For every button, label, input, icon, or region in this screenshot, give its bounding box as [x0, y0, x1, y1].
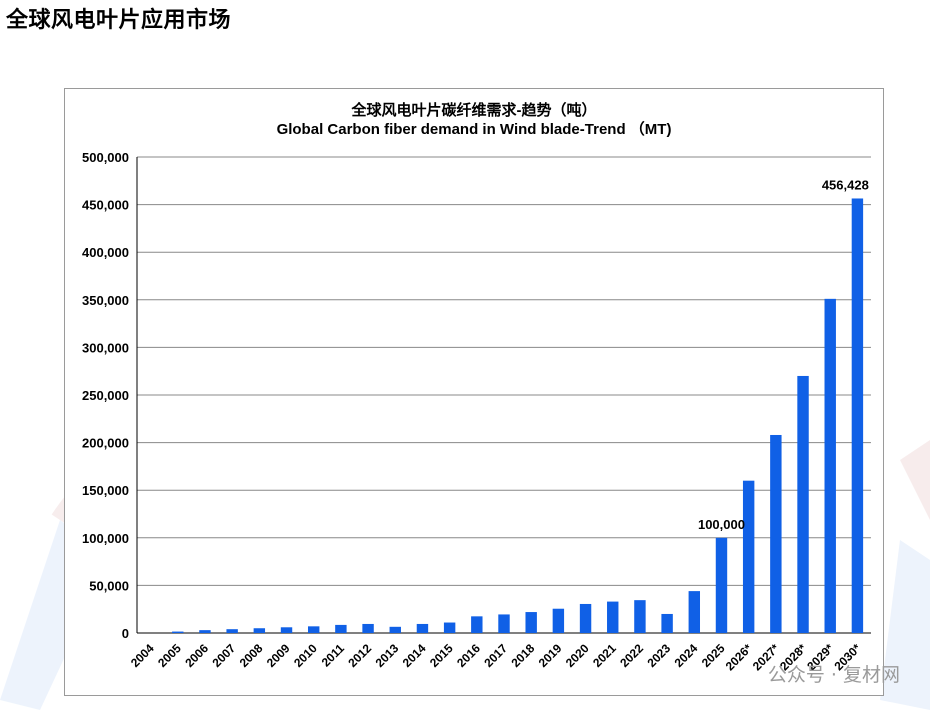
x-tick-label: 2015 — [427, 641, 456, 670]
bar-2016 — [471, 616, 483, 633]
bar-chart: 0 50,000 100,000 150,000 200,000 250,000 300,0… — [82, 150, 871, 673]
bar-2006 — [199, 630, 211, 633]
chart-title: 全球风电叶片碳纤维需求-趋势（吨） — [351, 102, 597, 119]
bar-2017 — [498, 614, 510, 633]
x-tick-label: 2004 — [128, 641, 157, 670]
bar-2010 — [307, 626, 320, 633]
x-tick-label: 2025 — [699, 641, 728, 670]
x-tick-label: 2016 — [454, 641, 483, 670]
x-tick-label: 2006 — [182, 641, 211, 670]
x-tick-label: 2012 — [345, 641, 374, 670]
chart-frame: 全球风电叶片碳纤维需求-趋势（吨） Global Carbon fiber de… — [64, 88, 884, 696]
x-tick-label: 2019 — [536, 641, 565, 670]
x-tick-label: 2009 — [264, 641, 293, 670]
x-tick-label: 2018 — [509, 641, 538, 670]
bar-2025 — [715, 537, 728, 633]
bar-2009 — [280, 627, 293, 633]
bar-2026-projected — [742, 480, 755, 633]
bar-2022 — [634, 600, 646, 633]
data-label: 100,000 — [698, 517, 745, 532]
bar-2030-projected — [851, 198, 864, 634]
x-tick-label: 2026* — [723, 641, 755, 673]
x-tick-label: 2023 — [644, 641, 673, 670]
x-tick-label: 2014 — [400, 641, 429, 670]
bar-2008 — [253, 628, 266, 633]
x-tick-label: 2005 — [155, 641, 184, 670]
bar-2029-projected — [824, 298, 836, 633]
bar-2013 — [389, 626, 401, 633]
bar-2023 — [661, 613, 673, 633]
x-tick-label: 2013 — [373, 641, 402, 670]
y-tick-label: 250,000 — [82, 388, 129, 403]
x-tick-label: 2008 — [237, 641, 266, 670]
y-tick-label: 400,000 — [82, 245, 129, 260]
bar-2007 — [226, 629, 238, 633]
x-tick-label: 2017 — [481, 641, 510, 670]
bar-2018 — [525, 612, 537, 633]
bar-2020 — [579, 603, 592, 633]
y-tick-label: 100,000 — [82, 531, 129, 546]
bar-2024 — [688, 591, 701, 633]
bar-2014 — [416, 623, 429, 633]
bar-2028-projected — [797, 375, 809, 633]
x-tick-label: 2010 — [291, 641, 320, 670]
data-label: 456,428 — [822, 177, 869, 192]
x-tick-label: 2022 — [617, 641, 646, 670]
y-tick-label: 0 — [122, 626, 129, 641]
y-tick-label: 350,000 — [82, 293, 129, 308]
chart-subtitle: Global Carbon fiber demand in Wind blade… — [276, 121, 672, 138]
bar-2012 — [362, 623, 374, 633]
x-tick-label: 2024 — [672, 641, 701, 670]
y-tick-label: 450,000 — [82, 198, 129, 213]
x-tick-label: 2007 — [209, 641, 238, 670]
x-tick-label: 2021 — [590, 641, 619, 670]
y-tick-label: 50,000 — [89, 578, 129, 593]
y-tick-label: 200,000 — [82, 436, 129, 451]
bar-2021 — [607, 601, 619, 633]
y-tick-label: 300,000 — [82, 340, 129, 355]
page-title: 全球风电叶片应用市场 — [6, 8, 232, 33]
bar-2027-projected — [770, 434, 782, 633]
x-tick-label: 2011 — [319, 641, 348, 670]
bar-2015 — [443, 622, 456, 633]
y-tick-label: 500,000 — [82, 150, 129, 165]
y-tick-label: 150,000 — [82, 483, 129, 498]
x-tick-label: 2020 — [563, 641, 592, 670]
bar-2011 — [335, 624, 347, 633]
bar-2019 — [552, 608, 565, 633]
bar-2005 — [172, 631, 184, 633]
watermark-text: 公众号 · 复材网 — [767, 664, 900, 686]
